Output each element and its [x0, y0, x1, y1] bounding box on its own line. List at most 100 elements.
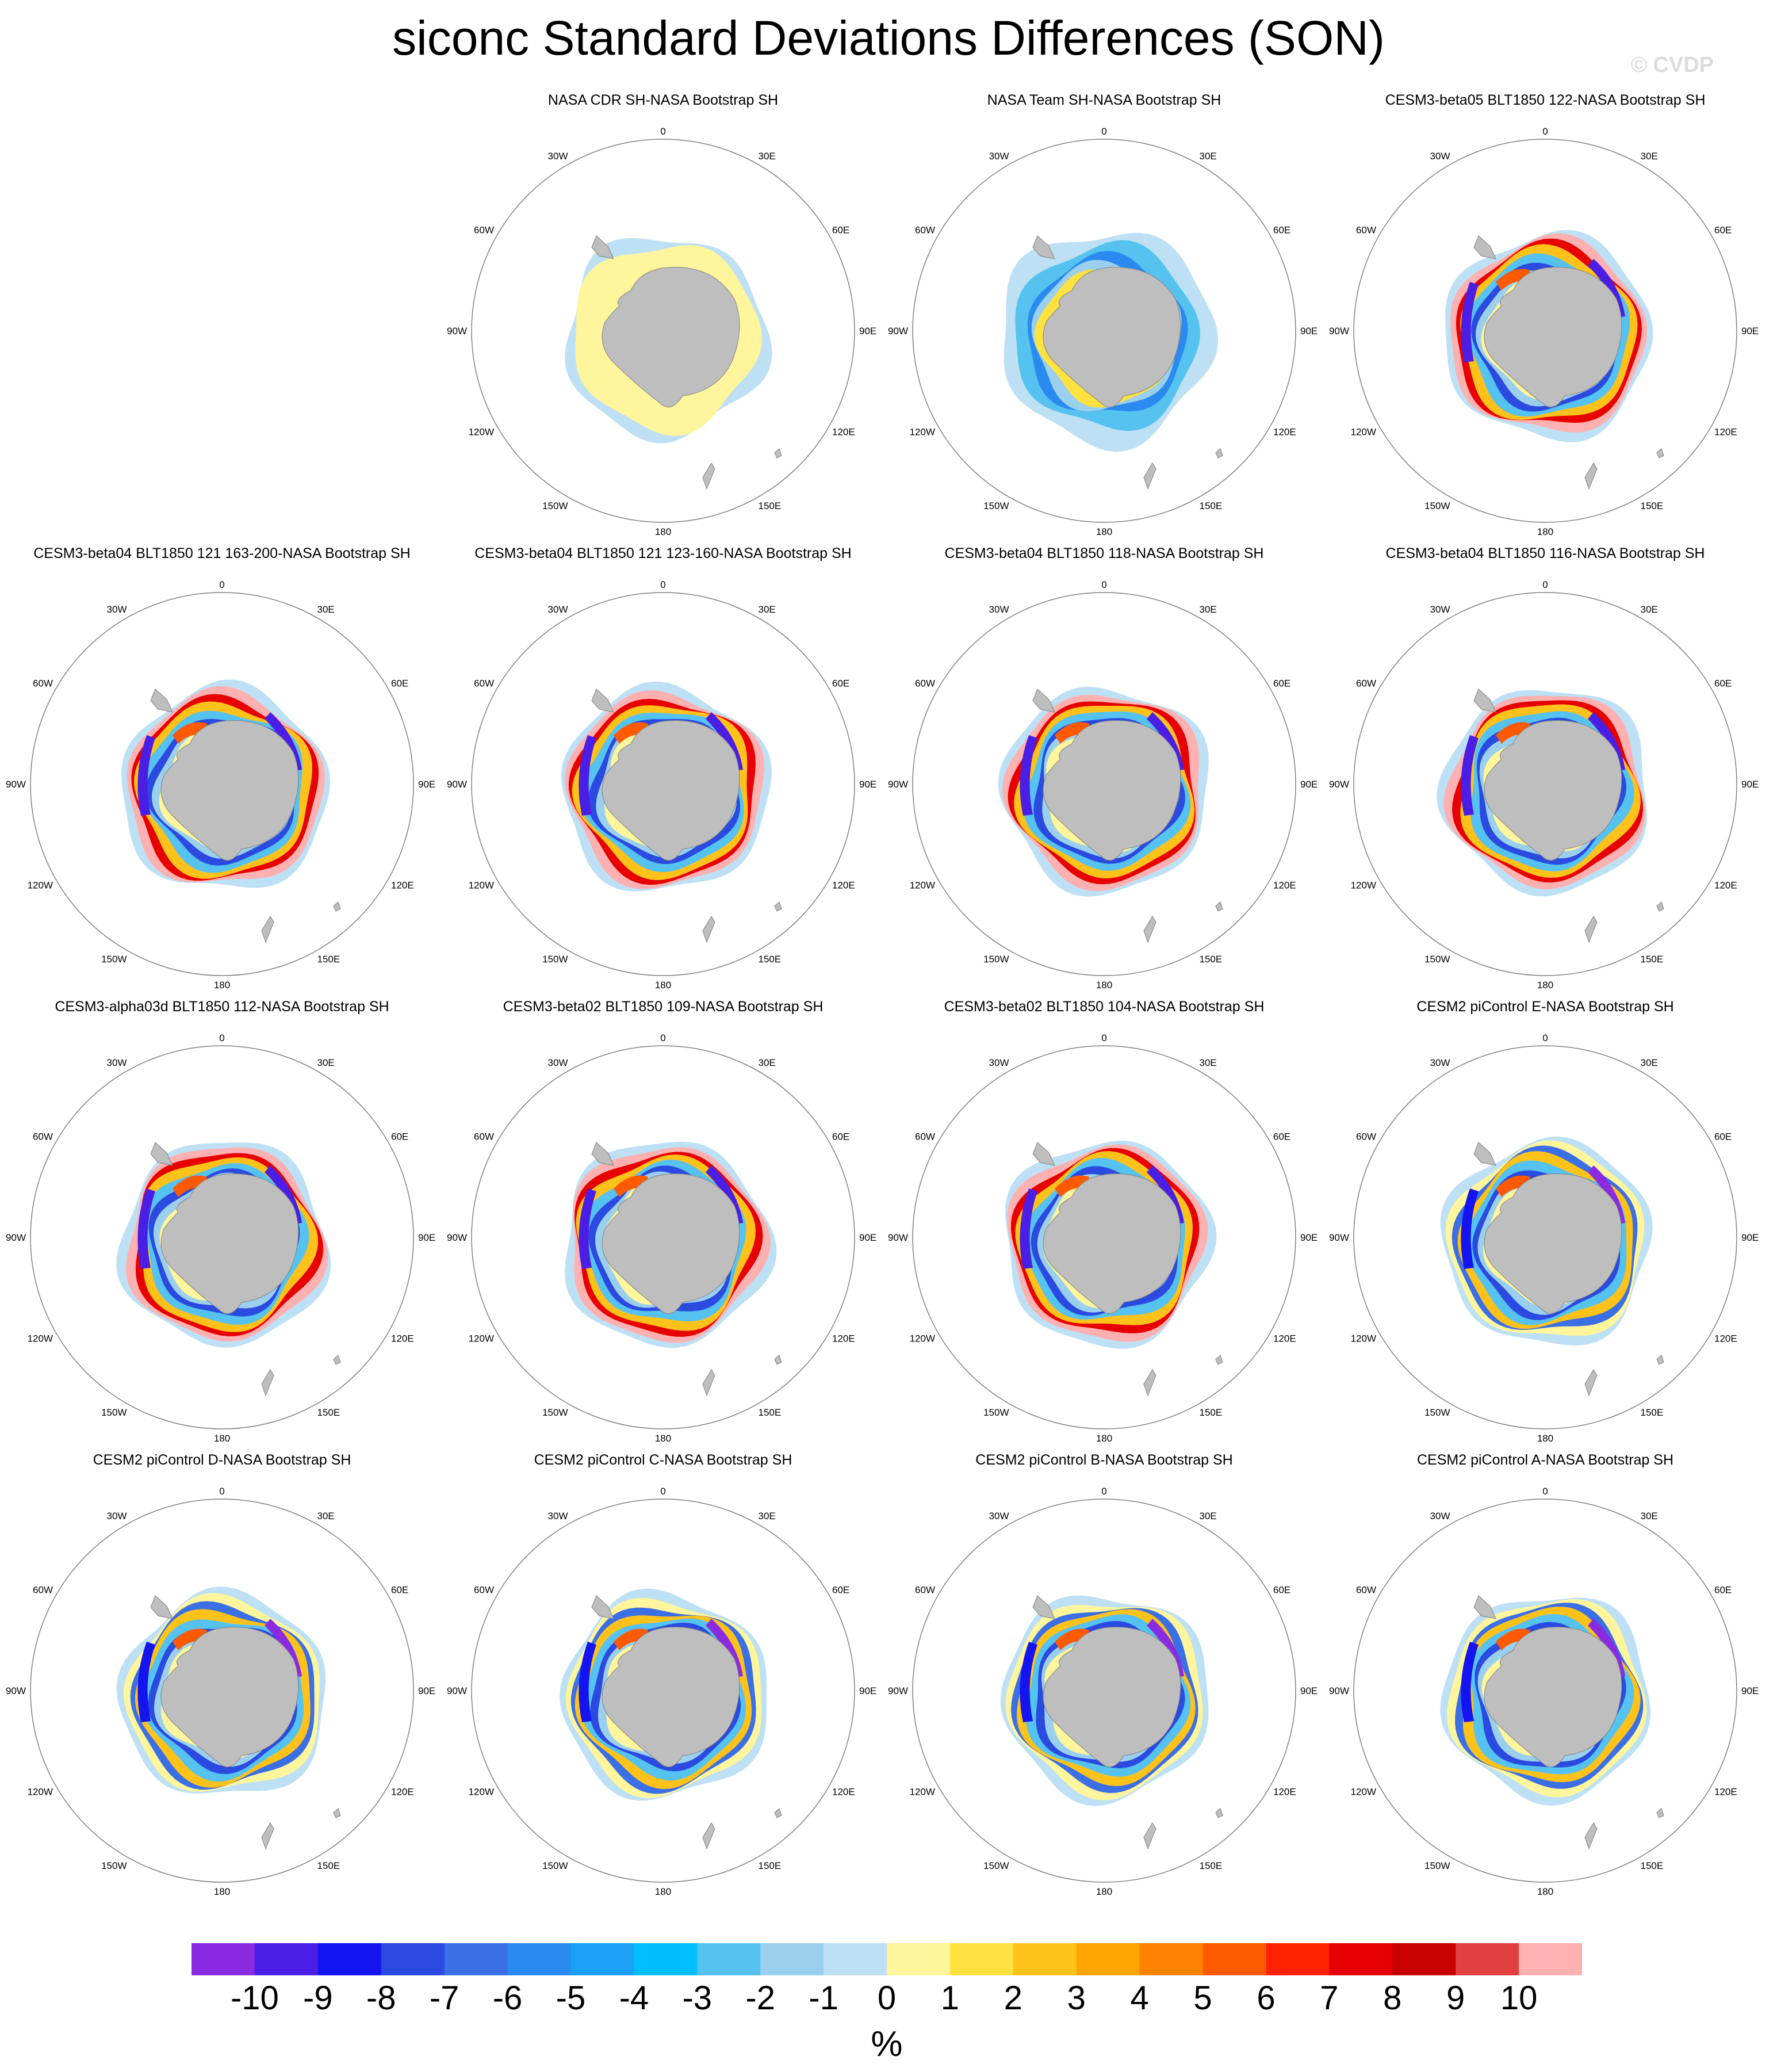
- longitude-label-120E: 120E: [1273, 427, 1296, 438]
- longitude-label-0: 0: [1542, 1486, 1548, 1497]
- longitude-label-60W: 60W: [33, 1585, 53, 1596]
- colorbar-tick: -9: [303, 1979, 333, 2017]
- longitude-label-60W: 60W: [1356, 678, 1376, 689]
- longitude-label-120E: 120E: [391, 1333, 414, 1344]
- polar-map: 0 30E 60E 90E 120E 150E 180 150W 120W 90W 60W 30W: [447, 579, 876, 991]
- longitude-label-150W: 150W: [101, 1407, 127, 1418]
- colorbar-tick: -7: [429, 1979, 459, 2017]
- longitude-label-150E: 150E: [759, 1407, 782, 1418]
- longitude-label-150W: 150W: [983, 1860, 1009, 1871]
- longitude-label-180: 180: [214, 1433, 230, 1444]
- longitude-label-60E: 60E: [1714, 225, 1732, 236]
- longitude-label-180: 180: [655, 1886, 671, 1897]
- longitude-label-90E: 90E: [1300, 326, 1318, 337]
- colorbar-box: [254, 1943, 319, 1975]
- longitude-label-60W: 60W: [33, 678, 53, 689]
- longitude-label-60E: 60E: [391, 678, 408, 689]
- longitude-label-150W: 150W: [1424, 1407, 1450, 1418]
- longitude-label-90E: 90E: [418, 779, 435, 790]
- longitude-label-0: 0: [219, 1033, 224, 1043]
- longitude-label-150E: 150E: [1641, 1860, 1664, 1871]
- panel-title: CESM2 piControl D-NASA Bootstrap SH: [93, 1452, 351, 1468]
- colorbar-tick: -2: [745, 1979, 775, 2017]
- longitude-label-180: 180: [214, 980, 230, 991]
- longitude-label-180: 180: [1537, 1886, 1553, 1897]
- longitude-label-90E: 90E: [859, 779, 876, 790]
- longitude-label-180: 180: [1096, 526, 1112, 537]
- longitude-label-120W: 120W: [469, 880, 494, 891]
- longitude-label-60W: 60W: [474, 1585, 494, 1596]
- colorbar-tick: -10: [230, 1979, 279, 2017]
- longitude-label-30E: 30E: [1200, 1057, 1217, 1068]
- longitude-label-120W: 120W: [28, 1333, 53, 1344]
- map-panel: CESM2 piControl B-NASA Bootstrap SH 0 30E 6…: [882, 1452, 1326, 1905]
- longitude-label-120E: 120E: [832, 427, 855, 438]
- longitude-label-60E: 60E: [1273, 1131, 1290, 1142]
- longitude-label-30W: 30W: [1430, 604, 1450, 615]
- longitude-label-150E: 150E: [759, 500, 782, 511]
- colorbar-box: [1392, 1943, 1456, 1975]
- longitude-label-60E: 60E: [1714, 1585, 1732, 1596]
- longitude-label-180: 180: [1096, 980, 1112, 991]
- longitude-label-60W: 60W: [474, 225, 494, 236]
- longitude-label-90W: 90W: [447, 326, 467, 337]
- longitude-label-90W: 90W: [888, 779, 908, 790]
- longitude-label-120W: 120W: [1351, 1333, 1376, 1344]
- colorbar-box: [381, 1943, 445, 1975]
- longitude-label-120E: 120E: [1714, 427, 1737, 438]
- longitude-label-90E: 90E: [1300, 1232, 1318, 1243]
- longitude-label-30E: 30E: [317, 604, 335, 615]
- longitude-label-0: 0: [660, 1486, 665, 1497]
- longitude-label-60W: 60W: [1356, 1131, 1376, 1142]
- longitude-label-60W: 60W: [33, 1131, 53, 1142]
- longitude-label-120E: 120E: [1273, 1787, 1296, 1798]
- colorbar-tick: -3: [682, 1979, 713, 2017]
- longitude-label-90E: 90E: [418, 1685, 435, 1696]
- longitude-label-60E: 60E: [1273, 225, 1290, 236]
- polar-map: 0 30E 60E 90E 120E 150E 180 150W 120W 90W 60W 30W: [6, 1033, 435, 1444]
- longitude-label-150W: 150W: [1424, 500, 1450, 511]
- longitude-label-90W: 90W: [1329, 326, 1349, 337]
- longitude-label-150E: 150E: [759, 954, 782, 965]
- longitude-label-90E: 90E: [418, 1232, 435, 1243]
- longitude-label-150W: 150W: [101, 954, 127, 965]
- polar-map: 0 30E 60E 90E 120E 150E 180 150W 120W 90W 60W 30W: [1329, 579, 1759, 991]
- colorbar-tick: 1: [940, 1979, 960, 2017]
- colorbar-tick: -5: [556, 1979, 586, 2017]
- longitude-label-120W: 120W: [910, 427, 935, 438]
- longitude-label-150E: 150E: [317, 1407, 340, 1418]
- longitude-label-30W: 30W: [989, 1511, 1009, 1521]
- longitude-label-180: 180: [655, 1433, 671, 1444]
- polar-map: 0 30E 60E 90E 120E 150E 180 150W 120W 90W 60W 30W: [888, 1033, 1318, 1444]
- longitude-label-90W: 90W: [6, 779, 26, 790]
- polar-map: 0 30E 60E 90E 120E 150E 180 150W 120W 90W 60W 30W: [447, 1033, 876, 1444]
- longitude-label-60W: 60W: [915, 225, 935, 236]
- longitude-label-30E: 30E: [1200, 151, 1217, 162]
- longitude-label-30W: 30W: [107, 1057, 127, 1068]
- longitude-label-0: 0: [660, 579, 665, 590]
- colorbar-tick: 8: [1383, 1979, 1402, 2017]
- colorbar-tick: 7: [1320, 1979, 1339, 2017]
- colorbar-box: [1266, 1943, 1330, 1975]
- map-panel: NASA CDR SH-NASA Bootstrap SH 0 30E 60E 90E 1…: [441, 92, 885, 545]
- polar-map: 0 30E 60E 90E 120E 150E 180 150W 120W 90W 60W 30W: [1329, 1033, 1759, 1444]
- longitude-label-150W: 150W: [542, 954, 568, 965]
- colorbar-units: %: [871, 2024, 903, 2064]
- colorbar-box: [1202, 1943, 1266, 1975]
- longitude-label-60E: 60E: [1714, 678, 1732, 689]
- longitude-label-90W: 90W: [6, 1685, 26, 1696]
- longitude-label-60W: 60W: [915, 678, 935, 689]
- panel-title: CESM3-beta02 BLT1850 104-NASA Bootstrap …: [944, 999, 1265, 1015]
- panel-title: CESM3-beta04 BLT1850 116-NASA Bootstrap …: [1385, 545, 1705, 561]
- longitude-label-90W: 90W: [1329, 1232, 1349, 1243]
- colorbar: [192, 1943, 1582, 1975]
- cvdp-credit: © CVDP: [1630, 53, 1714, 77]
- longitude-label-90E: 90E: [1300, 779, 1318, 790]
- longitude-label-150E: 150E: [1641, 954, 1664, 965]
- longitude-label-90W: 90W: [1329, 779, 1349, 790]
- longitude-label-150W: 150W: [1424, 1860, 1450, 1871]
- polar-map: 0 30E 60E 90E 120E 150E 180 150W 120W 90W 60W 30W: [447, 1486, 876, 1897]
- longitude-label-120W: 120W: [910, 880, 935, 891]
- figure-title: siconc Standard Deviations Differences (…: [392, 11, 1385, 65]
- longitude-label-180: 180: [214, 1886, 230, 1897]
